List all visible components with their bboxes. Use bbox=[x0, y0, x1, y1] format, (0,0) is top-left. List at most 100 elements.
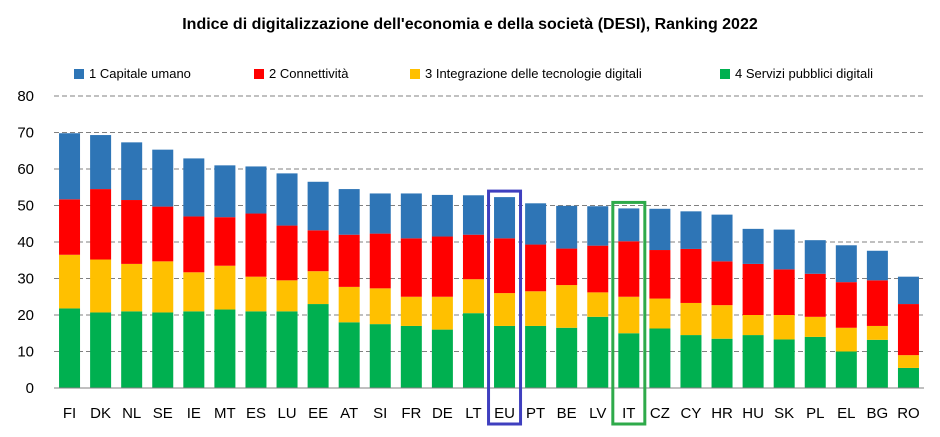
bar-de-series-2 bbox=[431, 236, 453, 297]
y-tick-label: 10 bbox=[17, 344, 34, 361]
bar-mt-series-0 bbox=[214, 309, 236, 388]
bar-de-series-3 bbox=[431, 194, 453, 237]
bar-eu-series-3 bbox=[494, 197, 516, 239]
bar-el-series-1 bbox=[835, 327, 857, 352]
bar-be-series-3 bbox=[556, 205, 578, 249]
x-tick-label-bg: BG bbox=[867, 405, 889, 422]
bar-lv-series-1 bbox=[587, 292, 609, 317]
highlight-box-it bbox=[611, 200, 647, 426]
bar-mt-series-2 bbox=[214, 217, 236, 266]
bar-fi-series-1 bbox=[59, 254, 81, 309]
bar-cz-series-1 bbox=[649, 298, 671, 329]
bar-lu-series-2 bbox=[276, 225, 298, 281]
x-tick-label-se: SE bbox=[153, 405, 173, 422]
bar-nl-series-2 bbox=[121, 200, 143, 264]
legend-swatch-capitale-umano bbox=[74, 68, 84, 79]
y-tick-label: 60 bbox=[17, 161, 34, 178]
x-tick-label-el: EL bbox=[837, 405, 855, 422]
bar-hu-series-0 bbox=[742, 335, 764, 388]
bar-lt-series-1 bbox=[462, 279, 484, 314]
bar-de-series-0 bbox=[431, 329, 453, 388]
highlight-box-eu bbox=[487, 189, 523, 426]
bar-hu-series-1 bbox=[742, 315, 764, 336]
bar-nl-series-3 bbox=[121, 142, 143, 201]
legend-swatch-servizi-pubblici bbox=[720, 68, 730, 79]
bar-at-series-3 bbox=[338, 189, 360, 235]
bar-sk-series-3 bbox=[773, 229, 795, 270]
x-tick-label-eu: EU bbox=[494, 405, 515, 422]
x-tick-label-hr: HR bbox=[711, 405, 733, 422]
x-tick-label-es: ES bbox=[246, 405, 266, 422]
bar-pt-series-0 bbox=[525, 325, 547, 388]
bar-cz-series-3 bbox=[649, 208, 671, 251]
bar-fi-series-2 bbox=[59, 199, 81, 255]
bar-lu-series-1 bbox=[276, 280, 298, 312]
x-tick-label-pl: PL bbox=[806, 405, 824, 422]
bar-es-series-0 bbox=[245, 311, 267, 388]
legend-label-servizi-pubblici: 4 Servizi pubblici digitali bbox=[735, 66, 874, 81]
bar-nl-series-1 bbox=[121, 263, 143, 312]
bar-sk-series-2 bbox=[773, 269, 795, 315]
bar-ro-series-3 bbox=[897, 276, 919, 305]
y-tick-label: 30 bbox=[17, 271, 34, 288]
x-tick-label-nl: NL bbox=[122, 405, 141, 422]
bar-sk-series-0 bbox=[773, 339, 795, 388]
x-tick-label-ie: IE bbox=[187, 405, 201, 422]
bar-el-series-2 bbox=[835, 282, 857, 328]
y-tick-label: 20 bbox=[17, 307, 34, 324]
legend: 1 Capitale umano 2 Connettività 3 Integr… bbox=[74, 66, 934, 86]
legend-label-capitale-umano: 1 Capitale umano bbox=[89, 66, 191, 81]
legend-label-integrazione: 3 Integrazione delle tecnologie digitali bbox=[425, 66, 642, 81]
bar-hr-series-0 bbox=[711, 338, 733, 388]
bar-lt-series-3 bbox=[462, 195, 484, 235]
x-tick-label-hu: HU bbox=[742, 405, 764, 422]
x-tick-label-dk: DK bbox=[90, 405, 111, 422]
bar-si-series-2 bbox=[369, 233, 391, 289]
bar-se-series-3 bbox=[152, 149, 174, 207]
chart-title: Indice di digitalizzazione dell'economia… bbox=[182, 16, 758, 33]
bar-cz-series-0 bbox=[649, 328, 671, 388]
bar-hu-series-2 bbox=[742, 263, 764, 315]
bar-pl-series-0 bbox=[804, 336, 826, 388]
bar-fi-series-3 bbox=[59, 133, 81, 200]
bar-lu-series-0 bbox=[276, 311, 298, 388]
bar-it-series-2 bbox=[618, 241, 640, 297]
x-tick-label-ee: EE bbox=[308, 405, 328, 422]
bar-ie-series-3 bbox=[183, 158, 205, 217]
bar-ee-series-2 bbox=[307, 230, 329, 272]
bar-lv-series-3 bbox=[587, 206, 609, 246]
bar-be-series-2 bbox=[556, 248, 578, 286]
bar-at-series-1 bbox=[338, 286, 360, 323]
bar-lu-series-3 bbox=[276, 173, 298, 226]
bar-fr-series-3 bbox=[400, 193, 422, 239]
bar-cy-series-3 bbox=[680, 211, 702, 249]
bar-ro-series-0 bbox=[897, 367, 919, 388]
bar-eu-series-0 bbox=[494, 325, 516, 388]
bar-es-series-1 bbox=[245, 276, 267, 312]
bar-dk-series-3 bbox=[90, 135, 112, 190]
bar-fr-series-1 bbox=[400, 296, 422, 326]
bar-bg-series-0 bbox=[866, 339, 888, 388]
legend-item-capitale-umano: 1 Capitale umano bbox=[74, 66, 191, 81]
bar-lt-series-2 bbox=[462, 234, 484, 280]
bar-eu-series-1 bbox=[494, 293, 516, 326]
y-tick-label: 70 bbox=[17, 125, 34, 142]
bar-eu-series-2 bbox=[494, 238, 516, 294]
bar-pt-series-1 bbox=[525, 291, 547, 326]
bar-si-series-0 bbox=[369, 324, 391, 388]
bar-hr-series-3 bbox=[711, 214, 733, 262]
bar-it-series-0 bbox=[618, 333, 640, 388]
bar-fi-series-0 bbox=[59, 308, 81, 388]
bar-fr-series-2 bbox=[400, 238, 422, 297]
bar-hr-series-2 bbox=[711, 261, 733, 306]
x-tick-label-de: DE bbox=[432, 405, 453, 422]
bar-bg-series-1 bbox=[866, 325, 888, 340]
bar-ie-series-0 bbox=[183, 311, 205, 388]
bar-pl-series-3 bbox=[804, 240, 826, 274]
bar-bg-series-3 bbox=[866, 250, 888, 281]
x-tick-label-lt: LT bbox=[465, 405, 481, 422]
bar-ro-series-2 bbox=[897, 304, 919, 356]
bar-hu-series-3 bbox=[742, 228, 764, 264]
